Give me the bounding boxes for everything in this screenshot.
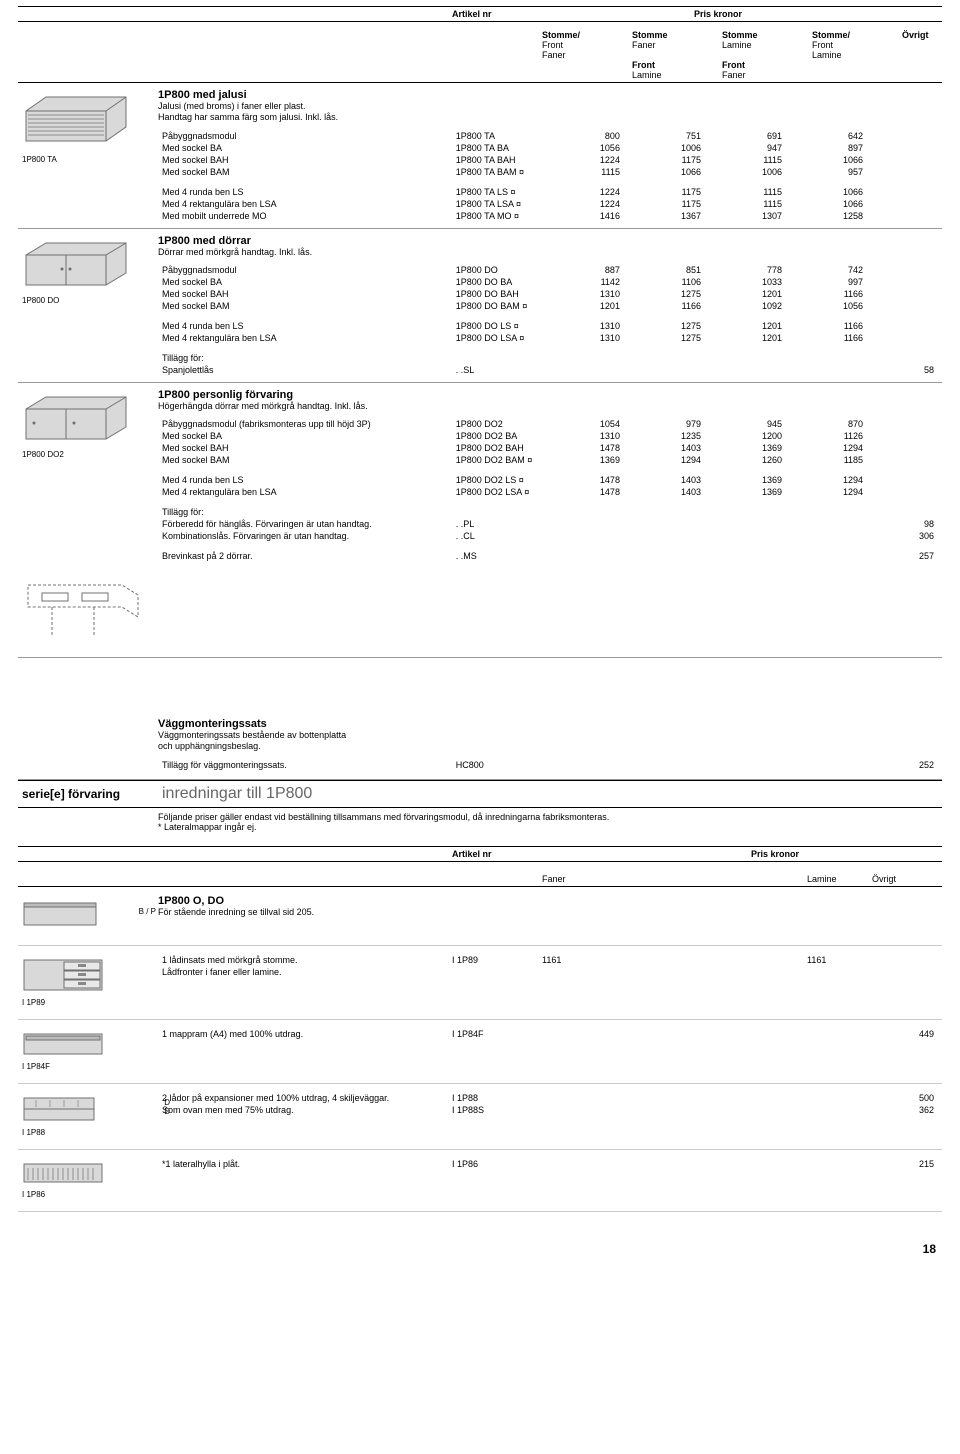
price-subheader: Stomme/FrontFaner StommeFaner FrontLamin…: [18, 28, 942, 83]
addon-label: Tillägg för:: [158, 352, 938, 364]
price-table: Påbyggnadsmodul1P800 TA 800751691642 Med…: [158, 130, 938, 222]
inredning-row: B / P 1P800 O, DO För stående inredning …: [18, 887, 942, 946]
price-row: Med sockel BAH1P800 DO BAH 1310127512011…: [158, 288, 938, 300]
inr-table: 2 lådor på expansioner med 100% utdrag, …: [158, 1092, 938, 1116]
brevinkast-icon-row: [18, 567, 942, 658]
inr-line: Lådfronter i faner eller lamine.: [158, 966, 938, 978]
thumb-label: I 1P88: [22, 1128, 154, 1137]
section-title: 1P800 med dörrar: [158, 235, 938, 247]
frame-i84f-icon: [22, 1032, 112, 1060]
drawer-i88-icon: [22, 1096, 112, 1126]
header-pris: Pris kronor: [628, 7, 808, 21]
price-row: Med 4 rektangulära ben LSA1P800 TA LSA ¤…: [158, 198, 938, 210]
section-title: 1P800 personlig förvaring: [158, 389, 938, 401]
section-desc: Dörrar med mörkgrå handtag. Inkl. lås.: [158, 247, 938, 258]
cabinet-jalusi-icon: [22, 93, 132, 153]
price-row: Med sockel BA1P800 TA BA 10561006947897: [158, 142, 938, 154]
price-row: Med mobilt underrede MO1P800 TA MO ¤ 141…: [158, 210, 938, 222]
section-title: 1P800 med jalusi: [158, 89, 938, 101]
col-4: Stomme/FrontLamine: [808, 28, 898, 82]
price-row: Med sockel BAM1P800 DO BAM ¤ 12011166109…: [158, 300, 938, 312]
wallmount-title: Väggmonteringssats: [158, 718, 938, 730]
price-row: Påbyggnadsmodul1P800 TA 800751691642: [158, 130, 938, 142]
thumb-label: I 1P89: [22, 998, 154, 1007]
price-row: Med sockel BAH1P800 TA BAH 1224117511151…: [158, 154, 938, 166]
price-row: Med 4 runda ben LS1P800 DO2 LS ¤ 1478140…: [158, 474, 938, 486]
wallmount-desc: Väggmonteringssats bestående av bottenpl…: [158, 730, 938, 753]
addon-row: Brevinkast på 2 dörrar.. .MS 257: [158, 550, 938, 562]
price-table: Påbyggnadsmodul (fabriksmonteras upp til…: [158, 418, 938, 562]
col-1: Stomme/FrontFaner: [538, 28, 628, 82]
price-row: Med sockel BAM1P800 TA BAM ¤ 11151066100…: [158, 166, 938, 178]
price-row: Med 4 runda ben LS1P800 DO LS ¤ 13101275…: [158, 320, 938, 332]
price-row: Påbyggnadsmodul1P800 DO 887851778742: [158, 264, 938, 276]
inredningar-subheader: Faner Lamine Övrigt: [18, 872, 942, 887]
thumb-label: I 1P84F: [22, 1062, 154, 1071]
cabinet-doors-icon: [22, 239, 132, 294]
price-row: Med 4 rektangulära ben LSA1P800 DO2 LSA …: [158, 486, 938, 498]
inr-line: 1 mappram (A4) med 100% utdrag.I 1P84F 4…: [158, 1028, 938, 1040]
series-right: inredningar till 1P800: [158, 781, 938, 807]
inr-table: 1 mappram (A4) med 100% utdrag.I 1P84F 4…: [158, 1028, 938, 1040]
price-header: Artikel nr Pris kronor: [18, 6, 942, 22]
wallmount-row: Tillägg för väggmonteringssats. HC800 25…: [158, 759, 938, 771]
addon-label: Tillägg för:: [158, 506, 938, 518]
section-desc: Jalusi (med broms) i faner eller plast. …: [158, 101, 938, 124]
addon-row: Förberedd för hänglås. Förvaringen är ut…: [158, 518, 938, 530]
thumb-label: 1P800 DO2: [22, 450, 154, 459]
inr-line: 1 lådinsats med mörkgrå stomme.I 1P89 11…: [158, 954, 938, 966]
col-3: StommeLamine FrontFaner: [718, 28, 808, 82]
price-row: Med sockel BA1P800 DO2 BA 13101235120011…: [158, 430, 938, 442]
mailbox-icon: [22, 577, 142, 647]
price-row: Med sockel BAM1P800 DO2 BAM ¤ 1369129412…: [158, 454, 938, 466]
price-row: Med 4 runda ben LS1P800 TA LS ¤ 12241175…: [158, 186, 938, 198]
wallmount-block: Väggmonteringssats Väggmonteringssats be…: [18, 658, 942, 780]
inredning-row: I 1P89 1 lådinsats med mörkgrå stomme.I …: [18, 946, 942, 1020]
price-row: Påbyggnadsmodul (fabriksmonteras upp til…: [158, 418, 938, 430]
inr-line: *1 lateralhylla i plåt.I 1P86 215: [158, 1158, 938, 1170]
inr-title: 1P800 O, DO: [158, 895, 938, 907]
drawer-i89-icon: [22, 958, 112, 996]
product-section: 1P800 DO 1P800 med dörrarDörrar med mörkg…: [18, 229, 942, 383]
inredningar-header: Artikel nr Pris kronor: [18, 846, 942, 862]
price-row: Med sockel BAH1P800 DO2 BAH 147814031369…: [158, 442, 938, 454]
series-header: serie[e] förvaring inredningar till 1P80…: [18, 780, 942, 808]
inredning-row: I 1P86 *1 lateralhylla i plåt.I 1P86 215: [18, 1150, 942, 1212]
addon-row: Spanjolettlås. .SL 58: [158, 364, 938, 376]
inr-table: *1 lateralhylla i plåt.I 1P86 215: [158, 1158, 938, 1170]
product-section: 1P800 DO2 1P800 personlig förvaringHögerh…: [18, 383, 942, 568]
cabinet-do2-icon: [22, 393, 132, 448]
thumb-label: I 1P86: [22, 1190, 154, 1199]
inr-line: 2 lådor på expansioner med 100% utdrag, …: [158, 1092, 938, 1104]
inredning-row: D D I 1P88 2 lådor på expansioner med 10…: [18, 1084, 942, 1150]
series-left: serie[e] förvaring: [18, 783, 158, 805]
inr-desc: För stående inredning se tillval sid 205…: [158, 907, 938, 918]
price-row: Med 4 rektangulära ben LSA1P800 DO LSA ¤…: [158, 332, 938, 344]
col-2: StommeFaner FrontLamine: [628, 28, 718, 82]
header-artikel: Artikel nr: [448, 7, 538, 21]
series-note: Följande priser gäller endast vid bestäl…: [158, 808, 938, 836]
product-section: 1P800 TA 1P800 med jalusiJalusi (med brom…: [18, 83, 942, 229]
shelf-bp-icon: [22, 899, 112, 933]
inr-table: 1 lådinsats med mörkgrå stomme.I 1P89 11…: [158, 954, 938, 978]
section-desc: Högerhängda dörrar med mörkgrå handtag. …: [158, 401, 938, 412]
shelf-i86-icon: [22, 1162, 112, 1188]
thumb-label: 1P800 TA: [22, 155, 154, 164]
addon-row: Kombinationslås. Förvaringen är utan han…: [158, 530, 938, 542]
price-row: Med sockel BA1P800 DO BA 114211061033997: [158, 276, 938, 288]
inr-line: Som ovan men med 75% utdrag.I 1P88S 362: [158, 1104, 938, 1116]
page-number: 18: [18, 1242, 942, 1256]
thumb-label: 1P800 DO: [22, 296, 154, 305]
price-table: Påbyggnadsmodul1P800 DO 887851778742 Med…: [158, 264, 938, 376]
inredning-row: I 1P84F 1 mappram (A4) med 100% utdrag.I…: [18, 1020, 942, 1084]
col-ovrigt: Övrigt: [898, 28, 960, 82]
